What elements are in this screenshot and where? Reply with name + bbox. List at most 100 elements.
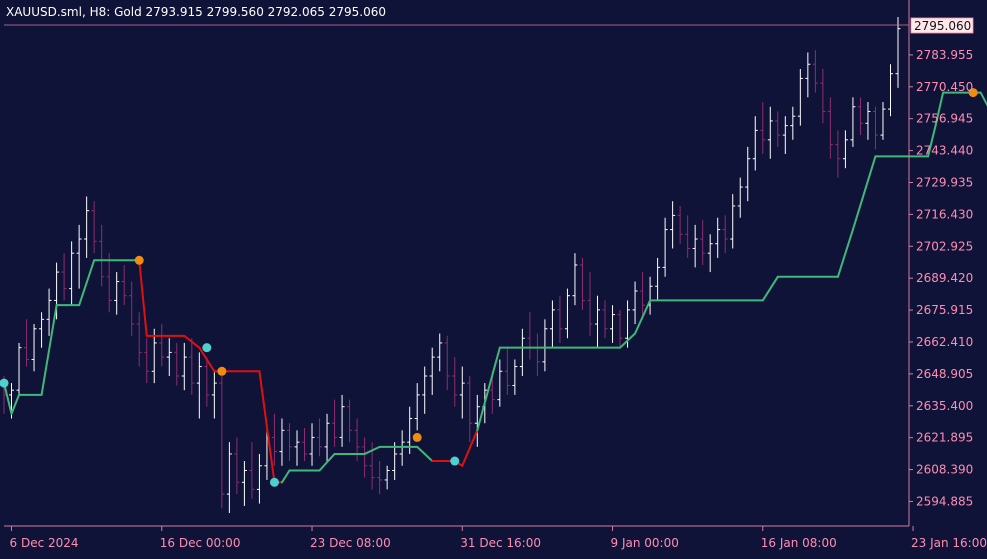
trend-segment: [461, 429, 479, 467]
trend-segment: [934, 91, 945, 127]
sell-signal-dot: [968, 88, 978, 98]
ohlc-bar: [790, 106, 796, 140]
ohlc-bar: [241, 461, 247, 506]
ohlc-bar: [610, 305, 616, 343]
time-tick-label: 23 Jan 16:00: [911, 536, 987, 550]
time-tick-label: 16 Jan 08:00: [761, 536, 837, 550]
price-bars: [1, 17, 901, 513]
ohlc-bar: [857, 97, 863, 136]
sell-signal-dot: [217, 366, 227, 376]
ohlc-bar: [219, 376, 225, 509]
signal-markers: [0, 88, 978, 487]
ohlc-bar: [812, 50, 818, 93]
ohlc-bar: [144, 338, 150, 384]
sell-signal-dot: [134, 255, 144, 265]
ohlc-bar: [377, 461, 383, 495]
price-tick-label: 2756.945: [916, 112, 973, 126]
ohlc-bar: [564, 288, 570, 339]
buy-signal-dot: [0, 378, 9, 388]
ohlc-bar: [760, 102, 766, 154]
price-tick-label: 2635.400: [916, 399, 973, 413]
price-tick-label: 2743.440: [916, 144, 973, 158]
ohlc-bar: [474, 394, 480, 447]
ohlc-bar: [452, 357, 458, 407]
ohlc-bar: [174, 342, 180, 386]
trend-segment: [10, 393, 21, 415]
trend-segment: [416, 445, 434, 463]
trend-segment: [927, 124, 937, 158]
ohlc-bar: [632, 281, 638, 325]
ohlc-bar: [234, 437, 240, 495]
ohlc-bar: [399, 430, 405, 466]
buy-signal-dot: [202, 343, 212, 353]
ohlc-bar: [181, 342, 187, 391]
ohlc-bar: [835, 130, 841, 178]
ohlc-bar: [617, 309, 623, 348]
ohlc-bar: [317, 418, 323, 457]
time-axis-ticks: 6 Dec 2024 16 Dec 00:00 23 Dec 08:00 31 Dec…: [10, 526, 987, 550]
ohlc-bar: [459, 366, 465, 419]
ohlc-bar: [670, 201, 676, 249]
ohlc-bar: [707, 234, 713, 273]
ohlc-bar: [279, 418, 285, 466]
time-tick-label: 23 Dec 08:00: [310, 536, 391, 550]
time-tick-label: 16 Dec 00:00: [160, 536, 241, 550]
ohlc-bar: [827, 97, 833, 159]
ohlc-bar: [294, 430, 300, 466]
ohlc-bar: [640, 272, 646, 320]
ohlc-bar: [497, 359, 503, 407]
ohlc-bar: [347, 399, 353, 443]
ohlc-bar: [700, 220, 706, 265]
ohlc-bar: [865, 102, 871, 140]
price-tick-label: 2783.955: [916, 48, 973, 62]
buy-signal-dot: [269, 477, 279, 487]
ohlc-bar: [189, 338, 195, 395]
ohlc-bar: [775, 111, 781, 147]
ohlc-bar: [745, 146, 751, 202]
price-tick-label: 2770.450: [916, 80, 973, 94]
trend-segment: [40, 304, 58, 396]
ohlc-bar: [722, 215, 728, 254]
ohlc-bar: [797, 68, 803, 126]
sell-signal-dot: [412, 432, 422, 442]
ohlc-bar: [805, 52, 811, 98]
ohlc-bar: [512, 359, 518, 395]
ohlc-bar: [136, 312, 142, 367]
time-tick-label: 31 Dec 16:00: [460, 536, 541, 550]
ohlc-bar: [444, 335, 450, 391]
time-tick-label: 6 Dec 2024: [10, 536, 79, 550]
ohlc-bar: [249, 442, 255, 499]
ohlc-bar: [362, 437, 368, 478]
ohlc-bar: [579, 257, 585, 310]
ohlc-bar: [467, 376, 473, 443]
ohlc-bar: [677, 205, 683, 244]
time-tick-label: 9 Jan 00:00: [611, 536, 679, 550]
ohlc-bar: [662, 217, 668, 277]
ohlc-bar: [437, 333, 443, 372]
ohlc-bar: [594, 295, 600, 348]
ohlc-bar: [324, 413, 330, 462]
ohlc-bar: [339, 394, 345, 447]
ohlc-bar: [69, 241, 75, 306]
ohlc-bar: [226, 442, 232, 513]
ohlc-bar: [309, 423, 315, 466]
ohlc-bar: [752, 116, 758, 171]
ohlc-bar: [392, 442, 398, 480]
trend-segment: [634, 299, 652, 335]
trend-segment: [258, 370, 276, 484]
ohlc-bar: [76, 224, 82, 289]
ohlc-bar: [880, 102, 886, 140]
ohlc-bar: [549, 300, 555, 348]
ohlc-bar: [872, 106, 878, 150]
price-tick-label: 2594.885: [916, 494, 973, 508]
ohlc-bar: [655, 257, 661, 301]
price-tick-label: 2702.925: [916, 239, 973, 253]
ohlc-bar: [114, 272, 120, 315]
trend-segment: [183, 334, 201, 349]
ohlc-bar: [572, 253, 578, 306]
ohlc-bar: [91, 201, 97, 254]
ohlc-bar: [730, 194, 736, 249]
ohlc-bar: [196, 352, 202, 419]
